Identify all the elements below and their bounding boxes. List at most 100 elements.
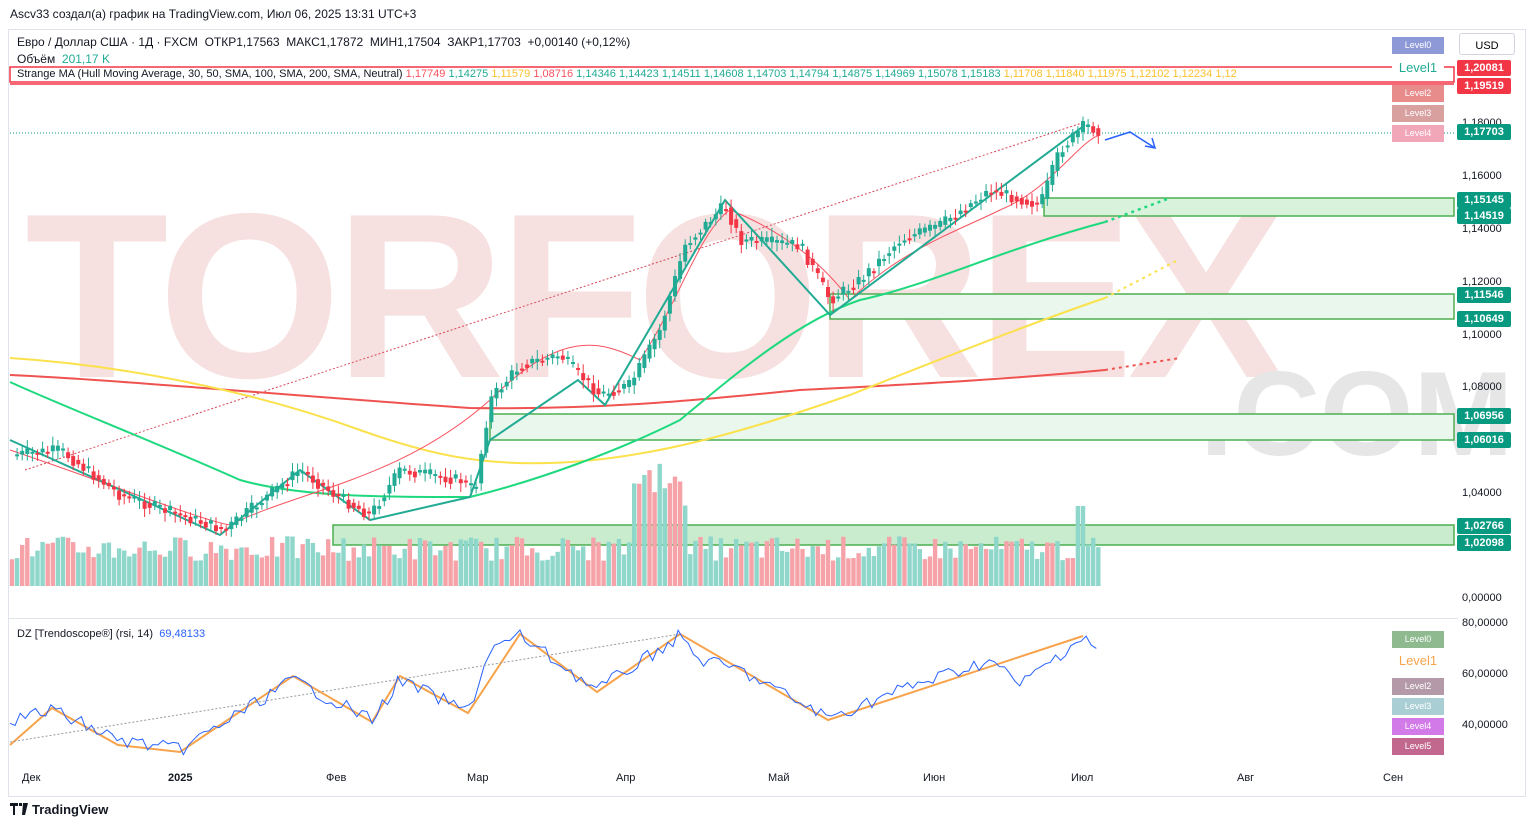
rsi-level1[interactable]: Level1 [1392,652,1444,669]
candle-body [45,451,50,454]
volume-bar [693,540,698,586]
ma-label[interactable]: Strange MA (Hull Moving Average, 30, 50,… [17,68,403,80]
candle-body [810,258,815,266]
candle-body [173,511,178,514]
candle-body [902,240,907,243]
main-level4[interactable]: Level4 [1392,125,1444,142]
candle-body [254,507,259,510]
volume-bar [1096,547,1101,586]
volume-bar [774,537,780,586]
volume-bar [560,538,565,586]
volume-bar [351,547,356,586]
volume-bar [14,558,20,586]
footer-brand[interactable]: TradingView [10,802,108,817]
zone-4 [332,524,1455,546]
volume-bar [173,537,178,586]
volume-bar [269,536,275,586]
tradingview-logo-icon [10,803,28,815]
volume-bar [703,548,708,586]
chart-frame [8,29,1526,797]
candle-body [290,471,295,481]
ohlc-close: ЗАКР1,17703 [447,35,521,49]
candle-body [259,503,264,506]
volume-bar [249,554,254,586]
volume-bar [218,545,224,586]
rsi-level0[interactable]: Level0 [1392,631,1444,648]
volume-bar [346,560,351,586]
volume-bar [764,541,769,586]
volume-bar [953,557,958,586]
volume-bar [280,542,285,586]
rsi-level2[interactable]: Level2 [1392,678,1444,695]
candle-body [678,261,683,279]
candle-body [499,389,504,393]
volume-bar [213,553,219,586]
candle-body [647,344,652,359]
candle-body [91,471,96,480]
candle-body [657,330,662,340]
currency-button[interactable]: USD [1459,33,1515,55]
candle-body [999,191,1004,196]
volume-bar [927,556,933,586]
volume-bar [841,536,846,586]
candle-body [81,463,86,471]
symbol-title[interactable]: Евро / Доллар США · 1Д · FXCM [17,35,198,49]
volume-bar [122,550,127,586]
rsi-level4[interactable]: Level4 [1392,718,1444,735]
candle-body [938,220,943,227]
pane-separator[interactable] [8,618,1458,619]
ohlc-open: ОТКР1,17563 [204,35,280,49]
main-level2[interactable]: Level2 [1392,85,1444,102]
volume-bar [183,540,188,586]
volume-bar [871,555,877,586]
zone-2 [829,293,1455,320]
main-level3[interactable]: Level3 [1392,105,1444,122]
volume-bar [244,547,249,586]
candle-body [61,448,65,451]
time-axis-label: Авг [1237,772,1255,784]
candle-body [198,520,203,524]
candle-body [764,237,769,242]
volume-bar [887,536,892,586]
volume-bar [621,554,627,586]
rsi-level3[interactable]: Level3 [1392,698,1444,715]
rsi-line [9,628,1097,756]
candle-body [402,468,407,471]
candle-body [208,520,213,524]
author-line: Ascv33 создал(а) график на TradingView.c… [10,7,417,21]
candle-body [815,268,820,274]
candle-body [214,525,218,531]
candle-body [341,494,346,497]
rsi-level5[interactable]: Level5 [1392,738,1444,755]
main-level1[interactable]: Level1 [1392,59,1444,76]
volume-label[interactable]: Объём [17,52,56,66]
volume-bar [876,546,882,586]
candle-body [157,504,162,507]
volume-bar [586,560,591,586]
candle-body [1065,145,1070,148]
candle-body [295,471,300,476]
candle-body [76,459,81,465]
volume-bar [178,537,183,586]
candle-body [673,276,677,297]
candle-body [520,368,524,371]
volume-bar [1009,541,1014,586]
candle-body [514,371,519,375]
volume-bar [718,538,724,586]
candle-body [769,236,774,243]
volume-bar [402,548,407,586]
main-level0[interactable]: Level0 [1392,37,1444,54]
price-tag: 1,14519 [1457,208,1511,224]
candle-body [571,362,575,365]
candle-body [15,454,20,457]
volume-bar [1019,538,1024,586]
candle-body [183,515,188,518]
candle-body [698,232,703,235]
volume-bar [448,542,453,586]
candle-body [912,234,917,237]
volume-bar [1055,541,1060,586]
volume-bar [637,483,642,586]
rsi-label[interactable]: DZ [Trendoscope®] (rsi, 14) [17,628,154,640]
candle-body [163,508,167,513]
